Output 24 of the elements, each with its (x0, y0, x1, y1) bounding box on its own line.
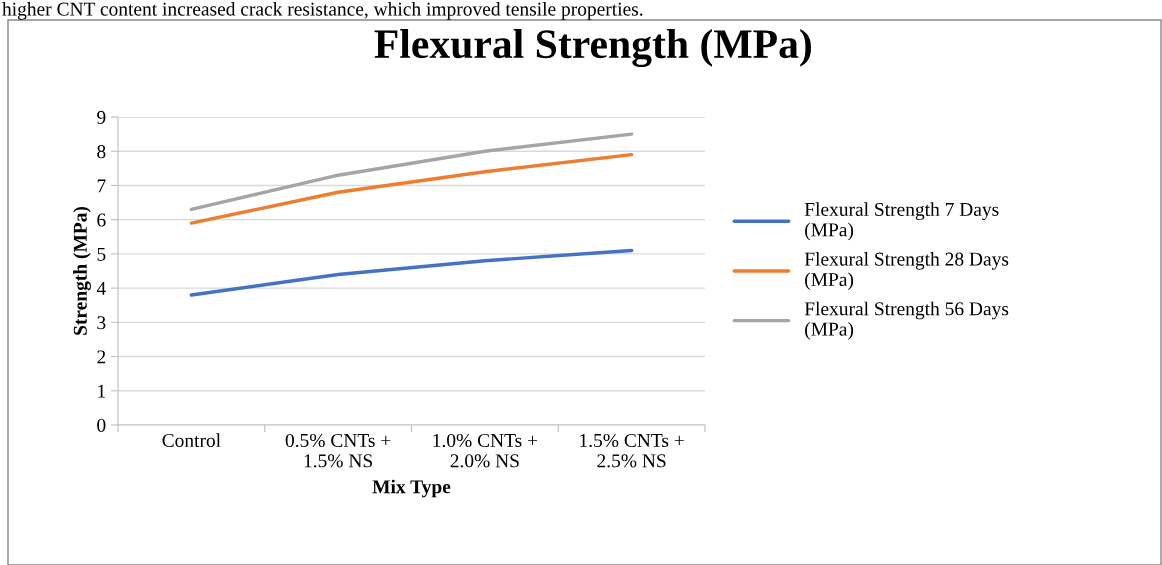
y-tick-label: 0 (97, 418, 106, 432)
legend-label: Flexural Strength 56 Days (MPa) (804, 301, 1009, 340)
chart-title: Flexural Strength (MPa) (374, 28, 811, 68)
line-series (189, 248, 634, 297)
y-tick-label: 1 (98, 384, 106, 398)
x-axis-title: Mix Type (372, 479, 451, 498)
line-series (189, 132, 634, 212)
x-tick-label: 1.0% CNTs + 2.0% NS (433, 433, 538, 468)
y-tick-label: 3 (97, 316, 106, 330)
x-tick-label: 1.5% CNTs + 2.5% NS (580, 433, 684, 468)
legend-label: Flexural Strength 7 Days (MPa) (804, 202, 999, 241)
y-tick-label: 8 (97, 145, 106, 159)
y-tick-label: 9 (97, 110, 106, 124)
x-tick-label: Control (162, 433, 221, 448)
x-tick-label: 0.5% CNTs + 1.5% NS (285, 433, 391, 468)
y-tick-label: 4 (96, 282, 106, 295)
y-tick-label: 5 (97, 247, 106, 261)
y-axis-title: Strength (MPa) (73, 206, 91, 335)
y-tick-label: 2 (97, 350, 106, 364)
legend-label: Flexural Strength 28 Days (MPa) (804, 251, 1009, 291)
y-tick-label: 7 (97, 179, 106, 193)
text: higher CNT content increased crack resistance, which improved tensile properties. (2, 2, 643, 20)
y-tick-label: 6 (97, 213, 106, 227)
line-series (189, 152, 634, 225)
